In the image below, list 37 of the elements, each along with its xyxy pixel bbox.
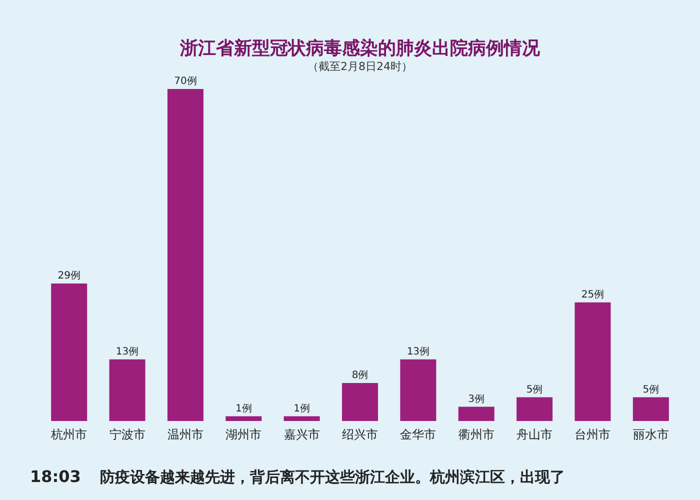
x-tick-label: 金华市 — [400, 428, 436, 442]
x-tick-label: 湖州市 — [226, 428, 262, 442]
data-label: 29例 — [58, 270, 80, 282]
bar — [516, 397, 553, 421]
data-label: 13例 — [406, 346, 430, 358]
bar — [574, 302, 611, 421]
data-label: 25例 — [581, 289, 604, 300]
data-label: 3例 — [468, 394, 485, 405]
x-tick-label: 舟山市 — [516, 428, 553, 442]
x-tick-label: 宁波市 — [109, 428, 146, 442]
x-tick-label: 衢州市 — [458, 428, 494, 442]
x-tick-label: 丽水市 — [632, 428, 669, 442]
bar — [400, 359, 436, 421]
bar — [109, 359, 146, 421]
data-label: 1例 — [294, 403, 310, 414]
data-label: 5例 — [526, 384, 543, 396]
text: 18:03 — [30, 467, 81, 486]
bar — [284, 416, 320, 421]
x-tick-label: 台州市 — [574, 428, 611, 442]
text: 防疫设备越来越先进，背后离不开这些浙江企业。杭州滨江区，出现了 — [100, 468, 565, 486]
bar — [226, 416, 262, 421]
x-tick-label: 绍兴市 — [342, 428, 378, 442]
x-tick-label: 嘉兴市 — [284, 428, 320, 442]
data-label: 1例 — [235, 403, 252, 414]
data-label: 70例 — [174, 76, 197, 87]
data-label: 5例 — [642, 384, 660, 396]
bar — [342, 383, 378, 421]
data-label: 8例 — [352, 370, 368, 382]
chart-title: 浙江省新型冠状病毒感染的肺炎出院病例情况 — [179, 38, 541, 59]
x-tick-label: 温州市 — [167, 428, 204, 442]
bar — [632, 397, 669, 421]
bar — [167, 89, 204, 421]
chart-subtitle: （截至2月8日24时） — [308, 60, 412, 73]
x-tick-label: 杭州市 — [50, 428, 88, 442]
bar — [51, 283, 88, 421]
bar — [458, 406, 494, 421]
data-label: 13例 — [116, 346, 139, 358]
